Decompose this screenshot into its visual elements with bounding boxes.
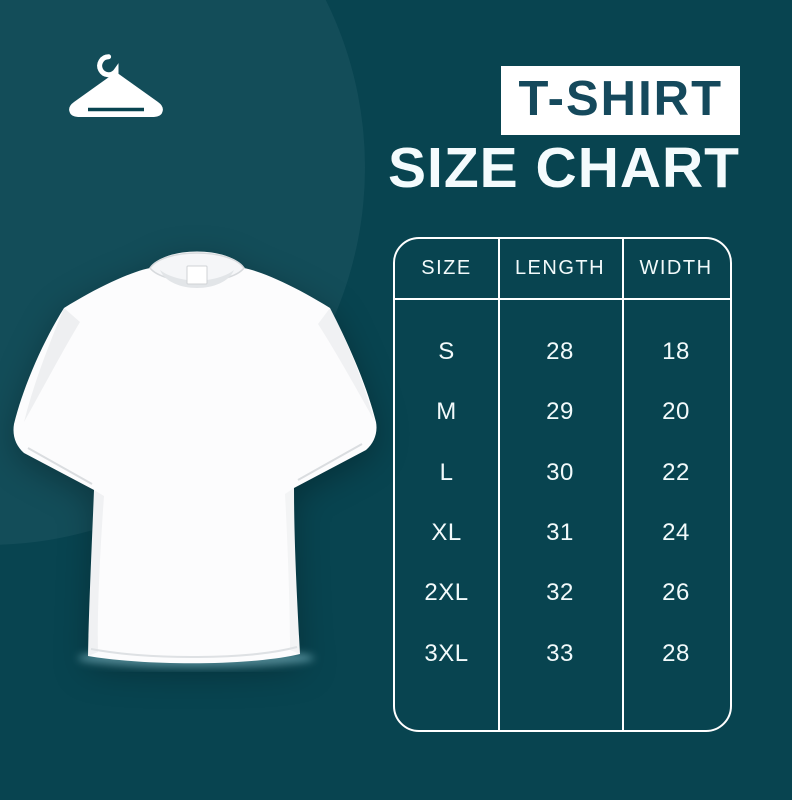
table-body: S 28 18 M 29 20 L 30 22 XL 31 24 2XL 32 …	[395, 298, 730, 702]
cell-size: S	[438, 338, 455, 366]
table-column-divider-2	[622, 239, 624, 730]
cell-size: L	[439, 458, 454, 486]
cell-length: 29	[546, 398, 574, 426]
title-badge: T-SHIRT	[501, 66, 740, 135]
size-chart-table: SIZE LENGTH WIDTH S 28 18 M 29 20 L 30 2…	[393, 237, 732, 732]
col-header-size: SIZE	[421, 257, 472, 279]
tshirt-left-sleeve-seam	[27, 447, 93, 485]
col-header-length: LENGTH	[514, 257, 606, 279]
tshirt-shade-left-sleeve	[24, 308, 80, 422]
cell-width: 24	[662, 519, 690, 547]
tshirt-right-sleeve-seam	[297, 443, 363, 481]
cell-length: 32	[546, 579, 574, 607]
page-title: SIZE CHART	[388, 135, 740, 200]
table-header-row: SIZE LENGTH WIDTH	[395, 239, 730, 298]
tshirt-shade-right-sleeve	[318, 308, 374, 420]
header: T-SHIRT SIZE CHART	[388, 66, 740, 199]
cell-length: 33	[546, 639, 574, 667]
tshirt-shade-right-side	[285, 488, 300, 654]
cell-length: 28	[546, 338, 574, 366]
tshirt-hem-seam	[90, 646, 298, 659]
cell-size: 2XL	[424, 579, 469, 607]
tshirt-shade-left-side	[88, 490, 104, 656]
table-column-divider-1	[498, 239, 500, 730]
cell-width: 18	[662, 338, 690, 366]
table-header-divider	[395, 298, 730, 300]
tshirt-neck-opening	[160, 270, 234, 288]
hanger-icon	[69, 54, 163, 117]
cell-size: XL	[431, 519, 462, 547]
cell-width: 20	[662, 398, 690, 426]
cell-width: 26	[662, 579, 690, 607]
cell-width: 28	[662, 639, 690, 667]
tshirt-body	[13, 251, 377, 664]
cell-length: 30	[546, 458, 574, 486]
cell-width: 22	[662, 458, 690, 486]
cell-size: 3XL	[424, 639, 469, 667]
tshirt-image	[13, 251, 377, 668]
col-header-width: WIDTH	[639, 257, 713, 279]
cell-size: M	[436, 398, 457, 426]
cell-length: 31	[546, 519, 574, 547]
tshirt-neck-label	[186, 265, 208, 285]
